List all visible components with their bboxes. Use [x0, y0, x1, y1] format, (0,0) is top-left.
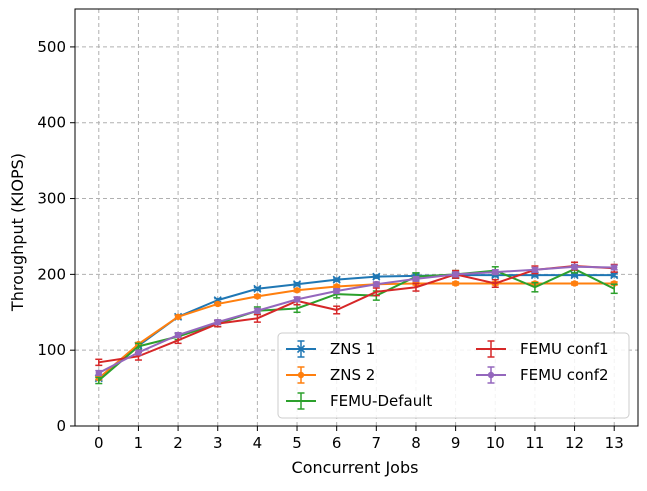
data-point: [214, 318, 221, 326]
data-point: [373, 281, 380, 288]
data-point: [492, 268, 499, 276]
marker-stroke: [253, 284, 262, 293]
legend-entry: ZNS 1: [286, 340, 375, 358]
y-tick-label: 0: [56, 417, 66, 435]
x-tick-label: 12: [565, 434, 584, 452]
marker-stroke: [372, 272, 381, 281]
x-tick-label: 4: [253, 434, 263, 452]
y-tick-label: 100: [37, 341, 66, 359]
error-bar: [372, 287, 380, 297]
x-tick-label: 5: [292, 434, 302, 452]
series-line: [98, 265, 615, 364]
data-point: [214, 300, 221, 308]
legend-entry: FEMU conf2: [476, 366, 609, 384]
marker-stroke: [332, 275, 341, 284]
legend: ZNS 1 ZNS 2 FEMU-Default FEMU conf1 FEMU con…: [277, 332, 630, 419]
marker-stroke: [292, 280, 302, 289]
data-point: [412, 275, 420, 283]
x-tick-label: 13: [605, 434, 624, 452]
data-point: [135, 349, 142, 356]
x-tick-label: 9: [451, 434, 461, 452]
series-femu-conf2: [95, 263, 618, 377]
legend-marker: [487, 371, 495, 379]
x-tick-label: 2: [173, 434, 183, 452]
data-point: [333, 287, 340, 295]
error-bar: [531, 281, 539, 293]
error-bar: [333, 305, 341, 315]
legend-label: ZNS 2: [330, 366, 375, 384]
x-tick-label: 1: [134, 434, 144, 452]
data-point: [293, 287, 301, 294]
legend-entry: FEMU conf1: [476, 340, 609, 358]
plot-frame: [74, 8, 639, 427]
error-bar: [491, 278, 499, 289]
data-point: [95, 369, 102, 377]
x-axis-label: Concurrent Jobs: [292, 458, 419, 477]
data-point: [292, 280, 302, 289]
y-tick-label: 400: [37, 114, 66, 132]
x-tick-label: 8: [411, 434, 421, 452]
data-point: [571, 280, 578, 287]
series-line: [98, 268, 615, 382]
y-axis-label: Throughput (KIOPS): [8, 153, 27, 312]
data-point: [611, 264, 618, 271]
y-tick-label: 500: [37, 38, 66, 56]
data-point: [452, 280, 459, 287]
legend-label: FEMU conf1: [520, 340, 609, 358]
x-tick-label: 3: [213, 434, 223, 452]
data-point: [372, 272, 381, 281]
legend-marker: [296, 344, 306, 354]
data-point: [571, 263, 578, 270]
data-point: [254, 307, 261, 314]
error-bar: [95, 358, 103, 367]
x-tick-label: 0: [94, 434, 104, 452]
x-tick-label: 6: [332, 434, 342, 452]
legend-box: [277, 332, 630, 419]
data-point: [611, 280, 618, 287]
x-tick-label: 11: [525, 434, 544, 452]
data-point: [253, 284, 262, 293]
y-tick-label: 200: [37, 265, 66, 283]
error-bar: [253, 313, 261, 323]
x-tick-label: 7: [372, 434, 382, 452]
error-bar: [610, 283, 618, 295]
legend-label: FEMU-Default: [330, 392, 432, 410]
legend-entry: FEMU-Default: [286, 392, 432, 410]
data-point: [531, 266, 539, 274]
marker-stroke: [296, 344, 306, 354]
data-point: [293, 296, 301, 303]
error-bar: [95, 376, 103, 385]
data-point: [174, 313, 182, 321]
error-bar: [412, 282, 420, 292]
series-line: [98, 265, 615, 374]
legend-entry: ZNS 2: [286, 366, 375, 384]
legend-marker: [297, 371, 305, 379]
legend-label: ZNS 1: [330, 340, 375, 358]
axes-layer: [74, 8, 639, 427]
y-tick-label: 300: [37, 190, 66, 208]
data-point: [332, 275, 341, 284]
data-point: [254, 293, 261, 300]
legend-label: FEMU conf2: [520, 366, 609, 384]
x-tick-label: 10: [486, 434, 505, 452]
data-point: [452, 271, 459, 278]
data-point: [174, 331, 182, 339]
series-layer: [94, 261, 619, 385]
